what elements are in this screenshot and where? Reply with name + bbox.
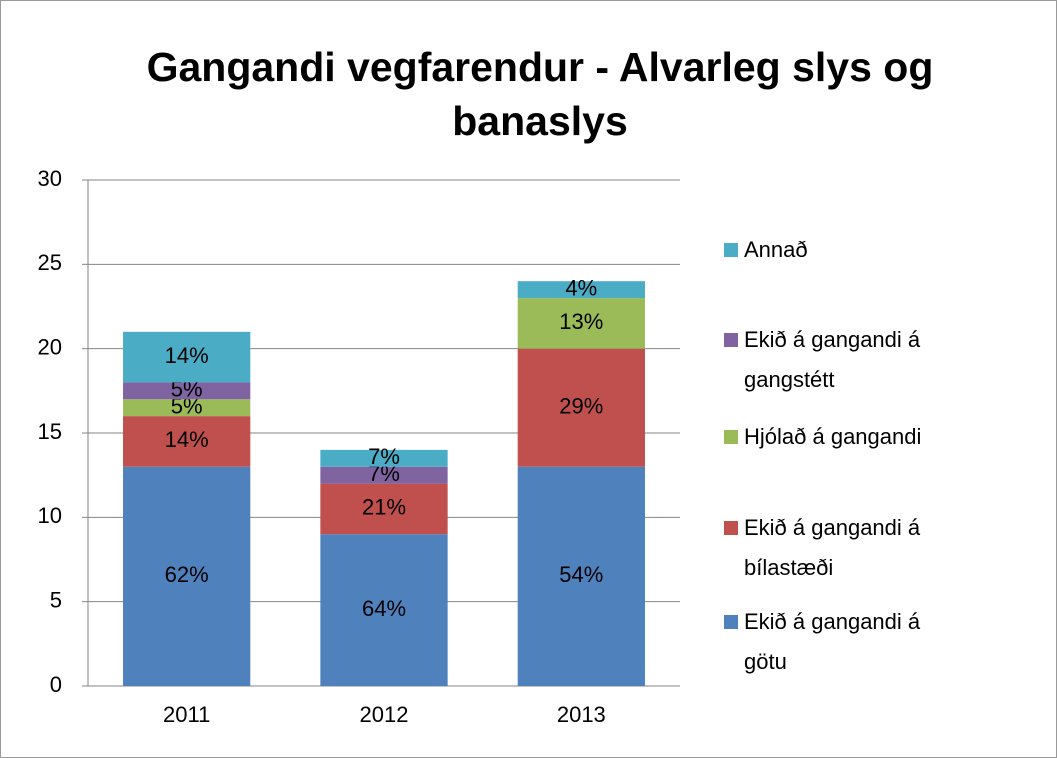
- y-tick-label: 30: [38, 166, 62, 191]
- legend-swatch: [724, 521, 738, 535]
- y-tick-label: 10: [38, 503, 62, 528]
- chart-title: Gangandi vegfarendur - Alvarleg slys og …: [146, 44, 934, 144]
- bar-segment: [123, 466, 251, 686]
- data-label: 7%: [368, 444, 400, 469]
- bar-segment: [517, 348, 645, 467]
- data-label: 29%: [559, 394, 603, 419]
- legend-label: Ekið á gangandi á götu: [744, 609, 921, 674]
- legend-swatch: [724, 430, 738, 444]
- y-tick-label: 25: [38, 250, 62, 275]
- data-label: 14%: [165, 343, 209, 368]
- bar-segment: [123, 399, 251, 417]
- x-tick-label: 2011: [163, 702, 210, 727]
- legend-label: Hjólað á gangandi: [744, 424, 922, 449]
- bar-segment: [320, 449, 448, 467]
- bar-segment: [320, 466, 448, 484]
- bar-segment: [517, 298, 645, 349]
- data-label: 21%: [362, 495, 406, 520]
- y-tick-label: 15: [38, 419, 62, 444]
- legend-item: Hjólað á gangandi: [724, 417, 956, 457]
- bar-segment: [123, 331, 251, 383]
- bar-segment: [320, 534, 448, 686]
- data-label: 13%: [559, 309, 603, 334]
- legend-label: Annað: [744, 237, 808, 262]
- legend-item: Annað: [724, 230, 956, 270]
- legend-label: Ekið á gangandi á bílastæði: [744, 515, 921, 580]
- legend-label: Ekið á gangandi á gangstétt: [744, 327, 921, 392]
- data-label: 4%: [565, 275, 597, 300]
- data-label: 64%: [362, 596, 406, 621]
- legend-swatch: [724, 333, 738, 347]
- y-tick-label: 5: [50, 587, 62, 612]
- y-tick-label: 0: [50, 672, 62, 697]
- legend-item: Ekið á gangandi á götu: [724, 602, 956, 682]
- y-tick-label: 20: [38, 334, 62, 359]
- legend-item: Ekið á gangandi á bílastæði: [724, 508, 956, 588]
- bar-segment: [320, 483, 448, 535]
- bar-segment: [123, 416, 251, 467]
- bar-segment: [517, 466, 645, 686]
- legend-swatch: [724, 243, 738, 257]
- legend-swatch: [724, 615, 738, 629]
- data-label: 14%: [165, 427, 209, 452]
- bar-segment: [517, 281, 645, 299]
- bar-segment: [123, 382, 251, 400]
- legend-item: Ekið á gangandi á gangstétt: [724, 320, 956, 400]
- x-tick-label: 2012: [360, 702, 409, 727]
- data-label: 62%: [165, 562, 209, 587]
- data-label: 54%: [559, 562, 603, 587]
- x-tick-label: 2013: [557, 702, 606, 727]
